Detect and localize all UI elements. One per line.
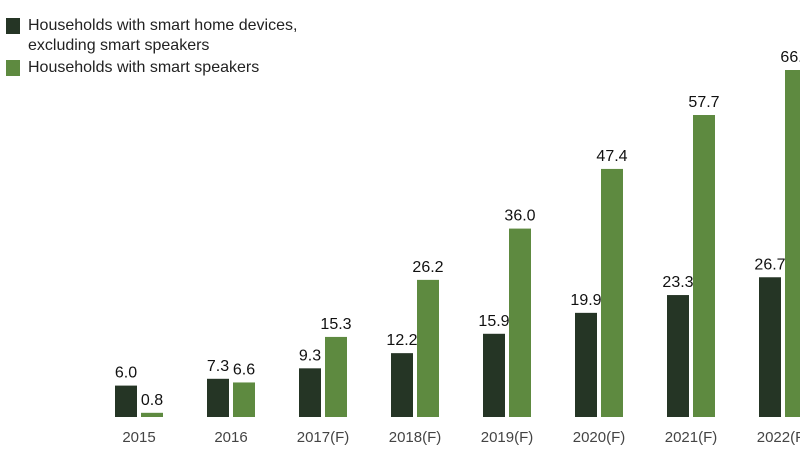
legend-label-smart-home: Households with smart home devices, excl…: [28, 17, 298, 54]
legend-item-smart-home: Households with smart home devices, excl…: [6, 16, 368, 56]
legend-label-smart-speakers: Households with smart speakers: [28, 59, 260, 76]
value-label-smart-home-6: 23.3: [662, 274, 693, 291]
value-label-smart-home-4: 15.9: [478, 313, 509, 330]
value-label-smart-home-3: 12.2: [386, 332, 417, 349]
bars-group: [115, 70, 800, 417]
bar-smart-speakers-3: [417, 279, 439, 417]
bar-smart-speakers-1: [233, 382, 255, 417]
x-tick-label-5: 2020(F): [573, 429, 626, 446]
x-tick-label-2: 2017(F): [297, 429, 350, 446]
value-label-smart-speakers-5: 47.4: [596, 148, 627, 165]
value-label-smart-home-1: 7.3: [207, 358, 229, 375]
value-label-smart-speakers-1: 6.6: [233, 361, 255, 378]
bar-smart-home-3: [391, 353, 413, 417]
x-tick-label-6: 2021(F): [665, 429, 718, 446]
bar-smart-home-1: [207, 378, 229, 417]
value-label-smart-speakers-0: 0.8: [141, 392, 163, 409]
value-label-smart-speakers-6: 57.7: [688, 94, 719, 111]
value-label-smart-home-2: 9.3: [299, 347, 321, 364]
value-label-smart-speakers-7: 66.3: [780, 49, 800, 66]
value-label-smart-speakers-2: 15.3: [320, 316, 351, 333]
legend-swatch-smart-speakers: [6, 60, 20, 76]
value-label-smart-home-0: 6.0: [115, 365, 137, 382]
legend: Households with smart home devices, excl…: [6, 16, 368, 80]
bar-smart-home-4: [483, 333, 505, 417]
bar-smart-speakers-2: [325, 336, 347, 417]
value-label-smart-speakers-3: 26.2: [412, 259, 443, 276]
x-tick-label-3: 2018(F): [389, 429, 442, 446]
value-label-smart-home-7: 26.7: [754, 256, 785, 273]
bar-smart-speakers-6: [693, 115, 715, 417]
value-label-smart-speakers-4: 36.0: [504, 208, 535, 225]
x-tick-label-1: 2016: [214, 429, 247, 446]
x-tick-label-0: 2015: [122, 429, 155, 446]
bar-smart-speakers-7: [785, 70, 800, 417]
bar-smart-home-0: [115, 385, 137, 417]
bar-smart-home-2: [299, 368, 321, 417]
bar-smart-home-6: [667, 295, 689, 417]
x-tick-labels-group: 2015 2016 2017(F) 2018(F) 2019(F) 2020(F) 2021…: [122, 429, 800, 446]
legend-swatch-smart-home: [6, 18, 20, 34]
bar-smart-speakers-0: [141, 412, 163, 417]
x-tick-label-4: 2019(F): [481, 429, 534, 446]
legend-item-smart-speakers: Households with smart speakers: [6, 58, 368, 78]
bar-smart-home-5: [575, 312, 597, 417]
bar-smart-speakers-5: [601, 168, 623, 417]
value-label-smart-home-5: 19.9: [570, 292, 601, 309]
value-labels-group: 6.00.8 7.3 6.6 9.3 15.3 12.2 26.2 15.9 36.0 19.9 4…: [115, 49, 800, 409]
bar-smart-speakers-4: [509, 228, 531, 417]
bar-smart-home-7: [759, 277, 781, 417]
x-tick-label-7: 2022(F): [757, 429, 800, 446]
